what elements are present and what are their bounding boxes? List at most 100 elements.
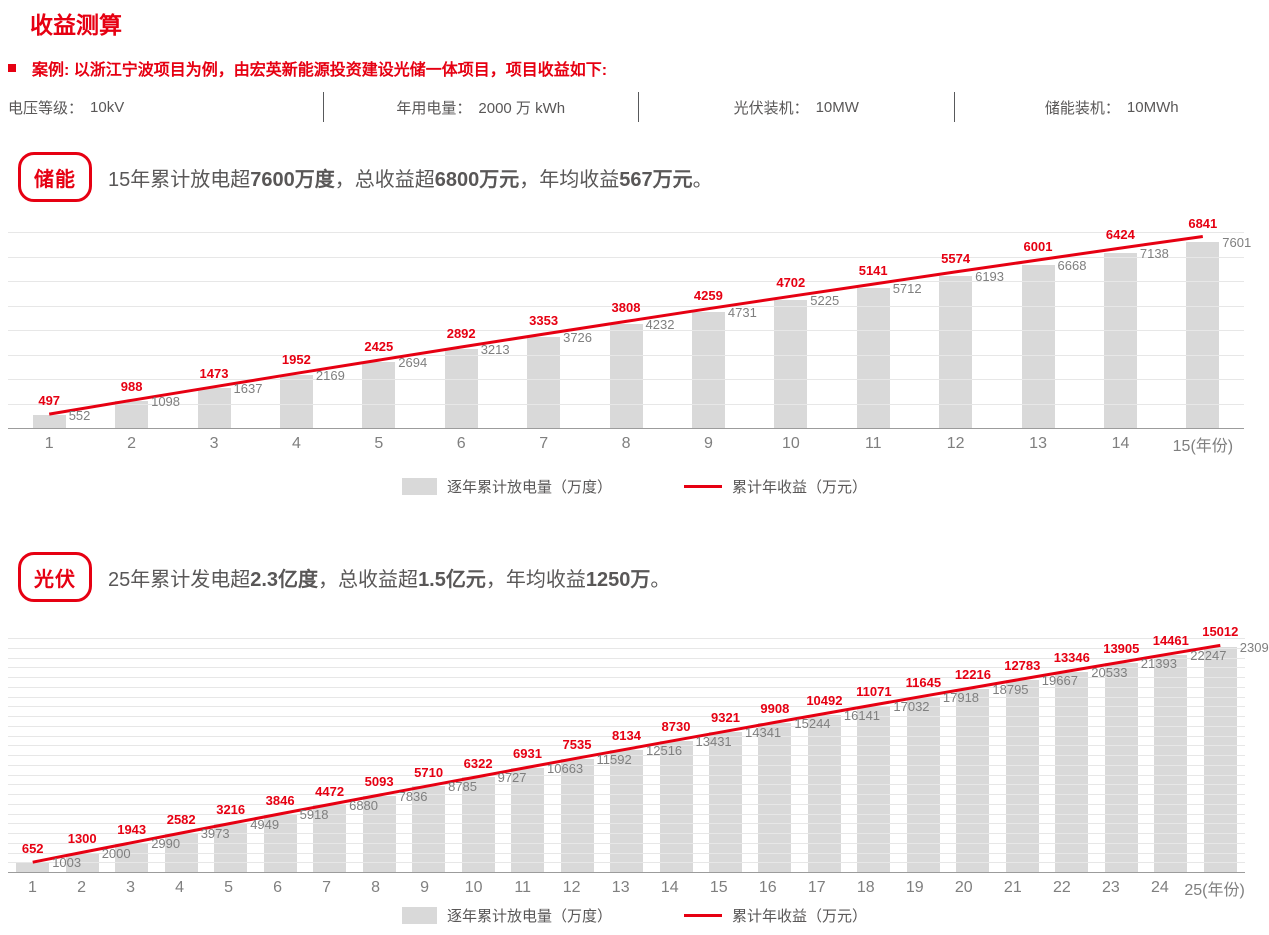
gridline xyxy=(8,716,1245,717)
x-axis-label: 22 xyxy=(1052,879,1071,896)
bar xyxy=(774,300,808,428)
line-value-label: 6322 xyxy=(463,755,493,771)
line-value-label: 7535 xyxy=(562,737,592,753)
bullet-square-icon xyxy=(8,64,16,72)
bar xyxy=(32,414,66,428)
bar-value-label: 2169 xyxy=(315,367,345,383)
info-cell-voltage: 电压等级： 10kV xyxy=(0,92,323,122)
x-axis-label: 9 xyxy=(420,879,430,896)
storage-chart: 552 1098 1637 2169 2694 3213 3726 4232 4731 5225 5… xyxy=(8,217,1251,459)
bar-value-label: 4731 xyxy=(727,305,757,321)
gridline xyxy=(8,657,1245,659)
storage-chart-x-axis: 1 2 3 4 5 6 7 8 9 10 11 12 13 14 15(年份) xyxy=(8,429,1244,459)
headline-segment: ，年均收益 xyxy=(519,168,620,191)
bar-value-label: 6193 xyxy=(975,269,1005,285)
gridline xyxy=(8,696,1245,698)
bar xyxy=(279,374,313,428)
line-value-label: 10492 xyxy=(806,692,843,708)
line-value-label: 4259 xyxy=(693,287,723,303)
section-header-storage: 储能 15年累计放电超7600万度，总收益超6800万元，年均收益567万元。 xyxy=(18,152,713,202)
bar-value-label: 12516 xyxy=(646,743,683,758)
bar xyxy=(691,312,725,428)
bar-value-label: 2694 xyxy=(398,355,428,370)
gridline xyxy=(8,725,1245,727)
bar xyxy=(527,336,561,428)
x-axis-label: 25(年份) xyxy=(1184,882,1245,899)
line-value-label: 2425 xyxy=(364,339,394,355)
bar-value-label: 22247 xyxy=(1190,648,1227,664)
bar xyxy=(197,387,231,428)
x-axis-label: 3 xyxy=(209,435,219,452)
bar-value-label: 3726 xyxy=(563,329,593,345)
bar-value-label: 19667 xyxy=(1041,673,1078,689)
trend-line xyxy=(48,235,1204,416)
bar-value-label: 8785 xyxy=(448,779,478,795)
line-value-label: 652 xyxy=(21,841,44,857)
headline-segment: 2.3亿度 xyxy=(250,568,319,591)
gridline xyxy=(8,735,1245,737)
x-axis-label: 2 xyxy=(77,879,86,896)
pv-chart-legend: 逐年累计放电量（万度） 累计年收益（万元） xyxy=(0,905,1269,926)
bar xyxy=(939,276,973,428)
line-value-label: 13346 xyxy=(1053,649,1090,665)
line-value-label: 5710 xyxy=(414,764,444,780)
gridline xyxy=(8,755,1245,756)
info-label: 光伏装机： xyxy=(733,99,809,117)
bar-value-label: 2000 xyxy=(101,845,131,861)
info-value: 10MWh xyxy=(1126,98,1179,116)
x-axis-label: 13 xyxy=(611,879,630,896)
bar-value-label: 5225 xyxy=(810,293,840,308)
gridline xyxy=(8,764,1245,766)
project-info-bar: 电压等级： 10kV 年用电量： 2000 万 kWh 光伏装机： 10MW 储… xyxy=(0,92,1269,122)
bar-value-label: 7836 xyxy=(398,788,428,804)
line-value-label: 9321 xyxy=(711,710,740,726)
x-axis-label: 14 xyxy=(1111,435,1130,452)
bar-value-label: 9727 xyxy=(497,770,527,786)
line-value-label: 8134 xyxy=(612,728,641,744)
legend-item-line: 累计年收益（万元） xyxy=(684,476,867,497)
x-axis-label: 16 xyxy=(758,879,777,896)
line-value-label: 3846 xyxy=(265,792,295,808)
line-swatch-icon xyxy=(684,485,722,488)
line-value-label: 4472 xyxy=(315,783,345,799)
bar xyxy=(1203,646,1237,872)
line-value-label: 9908 xyxy=(760,701,790,717)
bar xyxy=(412,786,446,872)
x-axis-label: 5 xyxy=(374,435,384,452)
trend-line xyxy=(32,643,1221,864)
line-value-label: 497 xyxy=(38,393,61,409)
headline-segment: ，总收益超 xyxy=(334,168,435,191)
bar-value-label: 3973 xyxy=(200,826,230,842)
bar xyxy=(1005,680,1039,872)
x-axis-label: 18 xyxy=(856,879,875,896)
bar-value-label: 1637 xyxy=(233,380,263,396)
line-value-label: 2892 xyxy=(446,326,476,341)
pv-chart: 1003 2000 2990 3973 4949 5918 6880 7836 8785 9727… xyxy=(8,625,1269,903)
line-value-label: 14461 xyxy=(1152,632,1189,648)
bar-value-label: 5918 xyxy=(299,807,329,823)
bar-value-label: 15244 xyxy=(794,716,831,732)
bar xyxy=(1154,655,1188,872)
legend-label: 累计年收益（万元） xyxy=(732,908,868,925)
x-axis-label: 8 xyxy=(621,435,631,452)
pv-chart-x-axis: 1 2 3 4 5 6 7 8 9 10 11 12 13 14 15 16 17 18 19 20 21 22 23 24 2… xyxy=(8,873,1245,903)
bar xyxy=(1055,671,1089,872)
line-value-label: 3353 xyxy=(529,313,559,329)
bar xyxy=(610,750,643,872)
bar-value-label: 17032 xyxy=(893,698,930,714)
bar-value-label: 552 xyxy=(68,407,91,423)
bar xyxy=(511,768,544,872)
line-value-label: 15012 xyxy=(1202,624,1239,640)
bar xyxy=(857,705,891,872)
gridline xyxy=(8,774,1245,776)
bar-value-label: 20533 xyxy=(1091,664,1128,680)
gridline xyxy=(8,706,1245,708)
x-axis-label: 1 xyxy=(28,879,37,896)
line-value-label: 988 xyxy=(120,379,143,395)
gridline xyxy=(8,784,1245,786)
gridline xyxy=(8,803,1245,805)
x-axis-label: 15(年份) xyxy=(1172,438,1234,455)
headline-segment: 1250万 xyxy=(585,568,651,591)
bar xyxy=(362,362,396,428)
x-axis-label: 10 xyxy=(781,435,800,452)
